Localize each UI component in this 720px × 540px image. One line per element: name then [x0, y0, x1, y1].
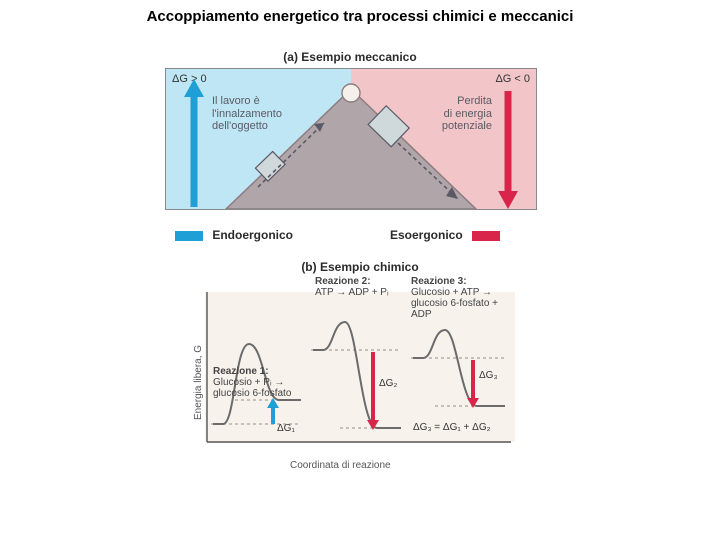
apex-ball — [342, 84, 360, 102]
down-arrow-head — [498, 191, 518, 209]
rxn1-title: Reazione 1: — [213, 366, 291, 377]
rxn3-label: Reazione 3: Glucosio + ATP → glucosio 6-… — [411, 276, 515, 320]
panel-b-ylabel: Energia libera, G — [193, 345, 204, 420]
rxn1-l1: Glucosio + Pᵢ → — [213, 377, 291, 388]
up-arrow-head — [184, 79, 204, 97]
dg2-label: ΔG₂ — [379, 378, 397, 389]
rxn1-l2: glucosio 6-fosfato — [213, 388, 291, 399]
dg-sum-label: ΔG₃ = ΔG₁ + ΔG₂ — [413, 422, 491, 433]
panel-b-heading: (b) Esempio chimico — [200, 260, 520, 274]
legend-endo-label: Endoergonico — [212, 228, 293, 242]
ramp-triangle — [226, 89, 476, 209]
panel-b-xlabel: Coordinata di reazione — [290, 460, 391, 471]
dg3-label: ΔG₃ — [479, 370, 498, 381]
panel-a-mechanical: ΔG > 0 ΔG < 0 Il lavoro è l'innalzamento… — [165, 68, 537, 210]
rxn2-label: Reazione 2: ATP → ADP + Pᵢ — [315, 276, 389, 298]
legend-endo-swatch — [175, 231, 203, 241]
panel-b-chemical: Reazione 1: Glucosio + Pᵢ → glucosio 6-f… — [205, 278, 515, 453]
legend-eso: Esoergonico — [390, 228, 500, 242]
legend-endo: Endoergonico — [175, 228, 293, 242]
panel-a-heading: (a) Esempio meccanico — [165, 50, 535, 64]
rxn3-l2: glucosio 6-fosfato + ADP — [411, 298, 515, 320]
legend-eso-swatch — [472, 231, 500, 241]
legend-eso-label: Esoergonico — [390, 228, 463, 242]
rxn3-title: Reazione 3: — [411, 276, 515, 287]
panel-a-svg — [166, 69, 536, 209]
rxn1-label: Reazione 1: Glucosio + Pᵢ → glucosio 6-f… — [213, 366, 291, 399]
rxn2-l1: ATP → ADP + Pᵢ — [315, 287, 389, 298]
rxn2-title: Reazione 2: — [315, 276, 389, 287]
page-title: Accoppiamento energetico tra processi ch… — [0, 8, 720, 25]
rxn3-l1: Glucosio + ATP → — [411, 287, 515, 298]
dg1-label: ΔG₁ — [277, 423, 295, 434]
